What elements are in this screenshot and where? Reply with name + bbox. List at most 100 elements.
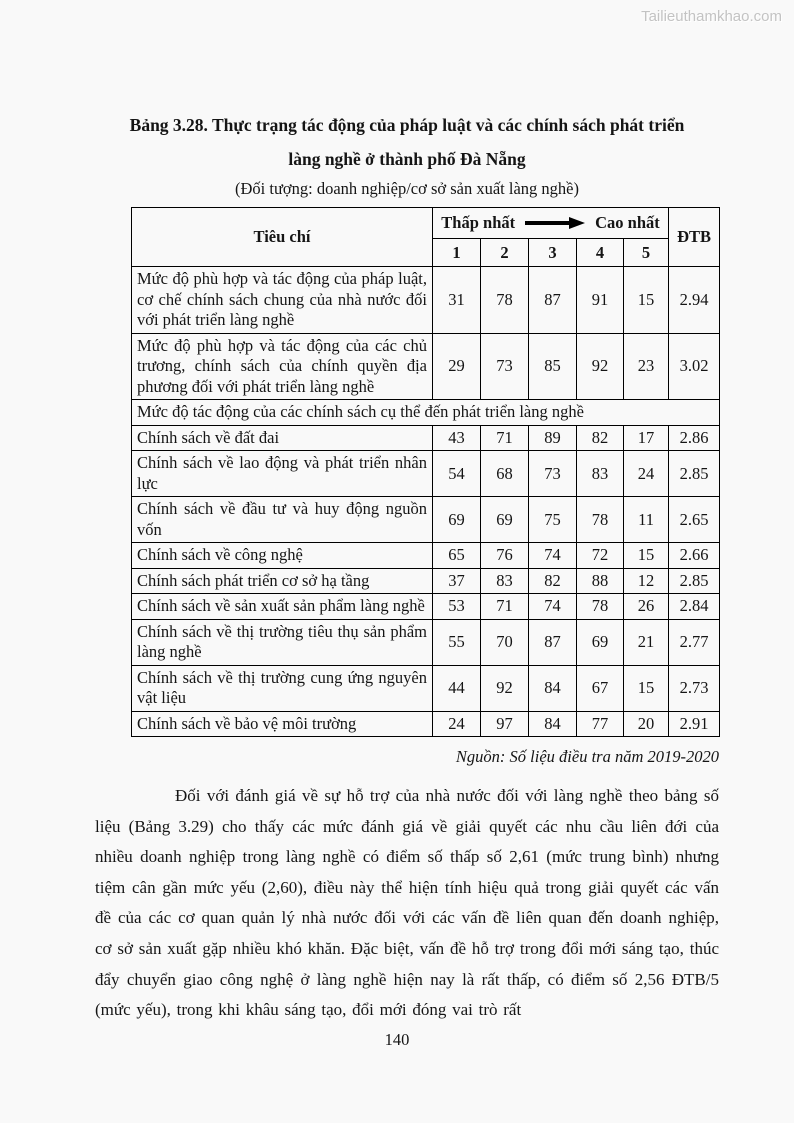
value-cell: 12: [622, 567, 670, 594]
value-cell: 89: [528, 424, 577, 451]
table-title-line2: làng nghề ở thành phố Đà Nẵng: [288, 149, 526, 169]
avg-cell: 2.66: [668, 542, 721, 569]
value-cell: 75: [528, 496, 577, 543]
criteria-cell: Chính sách về sản xuất sản phẩm làng ngh…: [131, 593, 433, 620]
header-row-1: Tiêu chí Thấp nhất Cao nhất: [131, 207, 721, 267]
value-cell: 83: [576, 450, 624, 497]
avg-cell: 2.84: [668, 593, 721, 620]
value-cell: 77: [576, 710, 624, 737]
value-cell: 83: [480, 567, 529, 594]
value-cell: 78: [480, 266, 529, 334]
scale-low-label: Thấp nhất: [441, 213, 516, 232]
avg-cell: 2.86: [668, 424, 721, 451]
scale-col-header: 1: [432, 238, 481, 267]
avg-cell: 2.85: [668, 450, 721, 497]
table-row: Chính sách về công nghệ 65 76 74 72 15 2.66: [131, 542, 721, 569]
value-cell: 78: [576, 496, 624, 543]
criteria-cell: Chính sách về thị trường tiêu thụ sản ph…: [131, 618, 433, 666]
criteria-cell: Mức độ phù hợp và tác động của các chủ t…: [131, 332, 433, 400]
value-cell: 67: [576, 664, 624, 712]
avg-header: ĐTB: [668, 207, 721, 267]
value-cell: 88: [576, 567, 624, 594]
value-cell: 68: [480, 450, 529, 497]
table-row: Chính sách về đất đai 43 71 89 82 17 2.86: [131, 424, 721, 451]
value-cell: 87: [528, 618, 577, 666]
table-row: Chính sách về lao động và phát triển nhâ…: [131, 450, 721, 497]
table-row: Chính sách về đầu tư và huy động nguồn v…: [131, 496, 721, 543]
scale-col-header: 2: [480, 238, 529, 267]
section-row-label: Mức độ tác động của các chính sách cụ th…: [130, 399, 721, 426]
body-paragraph: Đối với đánh giá về sự hỗ trợ của nhà nư…: [95, 786, 719, 1020]
table-body: Mức độ phù hợp và tác động của pháp luật…: [130, 266, 721, 737]
avg-cell: 2.65: [668, 496, 721, 543]
avg-cell: 2.77: [668, 618, 721, 666]
source-note: Nguồn: Số liệu điều tra năm 2019-2020: [455, 747, 719, 766]
impact-table: Tiêu chí Thấp nhất Cao nhất: [130, 207, 721, 737]
value-cell: 78: [576, 593, 624, 620]
avg-cell: 2.85: [668, 567, 721, 594]
value-cell: 21: [622, 618, 670, 666]
avg-cell: 2.73: [668, 664, 721, 712]
value-cell: 11: [622, 496, 670, 543]
value-cell: 65: [432, 542, 481, 569]
table-row: Chính sách về thị trường tiêu thụ sản ph…: [131, 618, 721, 666]
criteria-cell: Chính sách về đầu tư và huy động nguồn v…: [131, 496, 433, 543]
value-cell: 43: [432, 424, 481, 451]
value-cell: 44: [432, 664, 481, 712]
table-row: Mức độ phù hợp và tác động của các chủ t…: [131, 332, 721, 400]
value-cell: 37: [432, 567, 481, 594]
value-cell: 69: [480, 496, 529, 543]
table-row: Chính sách về sản xuất sản phẩm làng ngh…: [131, 593, 721, 620]
value-cell: 82: [576, 424, 624, 451]
value-cell: 54: [432, 450, 481, 497]
value-cell: 17: [622, 424, 670, 451]
avg-cell: 2.94: [668, 266, 721, 334]
value-cell: 97: [480, 710, 529, 737]
value-cell: 26: [622, 593, 670, 620]
value-cell: 55: [432, 618, 481, 666]
page-content: Bảng 3.28. Thực trạng tác động của pháp …: [95, 108, 721, 1026]
scale-col-header: 5: [622, 238, 670, 267]
criteria-cell: Mức độ phù hợp và tác động của pháp luật…: [131, 266, 433, 334]
criteria-header: Tiêu chí: [131, 207, 433, 267]
value-cell: 73: [528, 450, 577, 497]
value-cell: 76: [480, 542, 529, 569]
value-cell: 84: [528, 710, 577, 737]
value-cell: 20: [622, 710, 670, 737]
value-cell: 92: [480, 664, 529, 712]
value-cell: 87: [528, 266, 577, 334]
value-cell: 85: [528, 332, 577, 400]
page-number: 140: [384, 1030, 410, 1049]
value-cell: 24: [432, 710, 481, 737]
criteria-cell: Chính sách về bảo vệ môi trường: [131, 710, 433, 737]
value-cell: 91: [576, 266, 624, 334]
value-cell: 29: [432, 332, 481, 400]
value-cell: 23: [622, 332, 670, 400]
table-row: Mức độ phù hợp và tác động của pháp luật…: [131, 266, 721, 334]
arrow-right-icon: [525, 217, 586, 229]
scale-high-label: Cao nhất: [595, 213, 660, 232]
criteria-cell: Chính sách về công nghệ: [131, 542, 433, 569]
value-cell: 31: [432, 266, 481, 334]
criteria-cell: Chính sách phát triển cơ sở hạ tầng: [131, 567, 433, 594]
avg-cell: 2.91: [668, 710, 721, 737]
value-cell: 15: [622, 266, 670, 334]
scale-header: Thấp nhất Cao nhất: [431, 207, 670, 239]
criteria-cell: Chính sách về thị trường cung ứng nguyên…: [131, 664, 433, 712]
value-cell: 70: [480, 618, 529, 666]
value-cell: 73: [480, 332, 529, 400]
value-cell: 92: [576, 332, 624, 400]
table-row: Mức độ tác động của các chính sách cụ th…: [130, 399, 721, 426]
value-cell: 74: [528, 542, 577, 569]
table-row: Chính sách về thị trường cung ứng nguyên…: [131, 664, 721, 712]
criteria-cell: Chính sách về đất đai: [131, 424, 433, 451]
value-cell: 74: [528, 593, 577, 620]
value-cell: 84: [528, 664, 577, 712]
value-cell: 69: [432, 496, 481, 543]
value-cell: 53: [432, 593, 481, 620]
value-cell: 24: [622, 450, 670, 497]
value-cell: 15: [622, 542, 670, 569]
table-row: Chính sách phát triển cơ sở hạ tầng 37 83 8…: [131, 567, 721, 594]
